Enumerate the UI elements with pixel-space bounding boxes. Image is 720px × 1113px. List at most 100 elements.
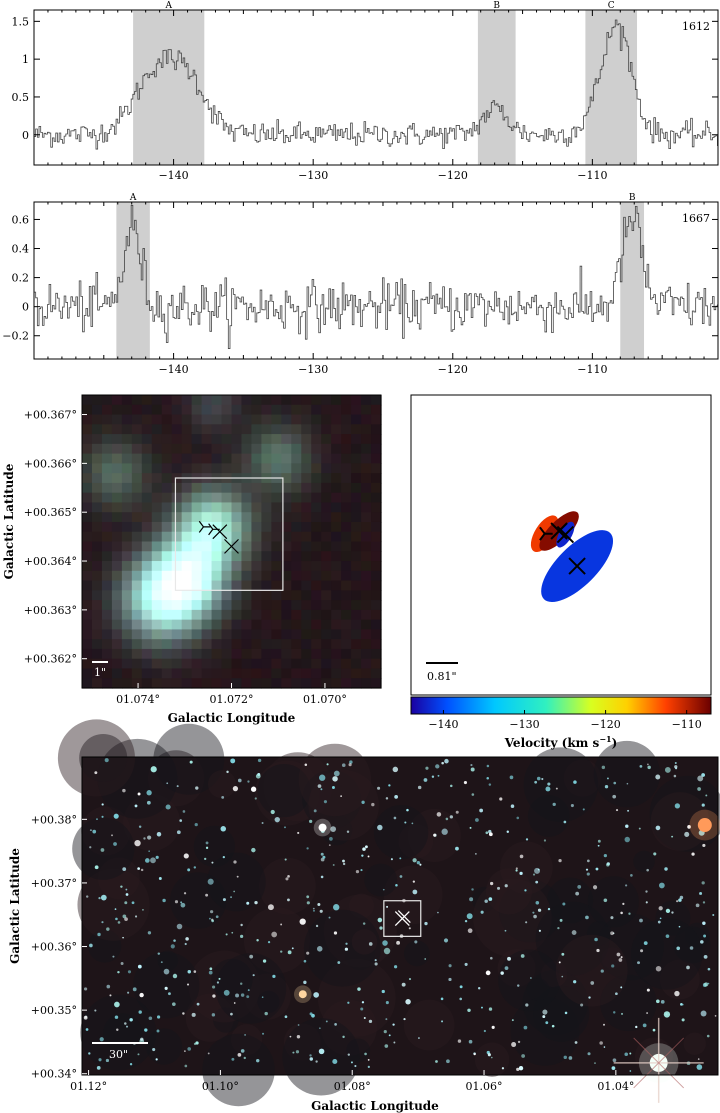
background-star: [435, 764, 440, 769]
background-star: [470, 767, 475, 772]
image-pixel: [251, 561, 262, 572]
background-star: [292, 1051, 295, 1054]
background-mottle: [473, 878, 552, 958]
image-pixel: [191, 414, 203, 425]
image-pixel: [341, 561, 352, 572]
background-star: [613, 781, 617, 785]
background-star: [205, 893, 209, 897]
image-pixel: [331, 629, 342, 640]
image-pixel: [121, 443, 133, 455]
image-pixel: [171, 668, 183, 679]
image-pixel: [201, 678, 213, 689]
y-tick-label: 0.2: [12, 272, 30, 285]
image-pixel: [361, 658, 372, 670]
background-mottle: [97, 857, 140, 900]
image-pixel: [231, 551, 243, 562]
image-pixel: [291, 492, 302, 504]
image-pixel: [131, 443, 143, 455]
image-pixel: [191, 434, 203, 445]
background-star: [490, 1056, 493, 1059]
background-star: [558, 961, 561, 964]
image-pixel: [151, 424, 163, 435]
image-pixel: [121, 492, 133, 504]
image-pixel: [151, 482, 163, 494]
image-pixel: [82, 502, 93, 513]
image-pixel: [121, 404, 133, 416]
background-star: [176, 830, 181, 835]
transition-label: 1612: [682, 20, 710, 33]
image-pixel: [201, 395, 213, 406]
image-pixel: [351, 609, 362, 621]
background-star: [182, 810, 186, 813]
background-star: [563, 820, 567, 824]
background-star: [357, 987, 361, 991]
background-star: [360, 869, 363, 872]
background-star: [158, 877, 162, 880]
image-pixel: [231, 404, 243, 416]
background-star: [481, 1006, 483, 1009]
image-pixel: [101, 492, 113, 504]
image-pixel: [341, 658, 352, 670]
image-pixel: [181, 639, 193, 650]
background-star: [638, 827, 641, 830]
image-pixel: [131, 678, 143, 689]
image-pixel: [151, 512, 163, 523]
image-pixel: [371, 551, 382, 562]
image-pixel: [121, 561, 133, 572]
y-tick-label: +00.35°: [31, 1004, 77, 1017]
background-mottle: [185, 993, 234, 1042]
image-pixel: [351, 551, 362, 562]
background-star: [399, 857, 402, 860]
background-star: [414, 940, 418, 944]
image-pixel: [161, 561, 173, 572]
background-star: [385, 1001, 389, 1005]
background-star: [467, 1008, 471, 1013]
image-pixel: [241, 512, 253, 523]
image-pixel: [141, 658, 153, 670]
image-pixel: [281, 648, 292, 660]
image-pixel: [121, 570, 133, 582]
background-star: [488, 897, 493, 901]
background-star: [394, 965, 398, 969]
image-pixel: [261, 639, 272, 650]
image-pixel: [291, 453, 302, 464]
background-star: [585, 868, 589, 871]
background-star: [250, 786, 257, 792]
background-star: [524, 889, 527, 892]
image-pixel: [311, 502, 322, 513]
background-star: [143, 837, 146, 840]
image-pixel: [91, 482, 103, 494]
image-pixel: [91, 473, 103, 484]
background-star: [396, 940, 401, 945]
background-star: [195, 1041, 199, 1045]
image-pixel: [121, 619, 133, 630]
background-star: [497, 886, 501, 890]
background-star: [247, 780, 250, 783]
background-star: [656, 999, 660, 1004]
image-pixel: [291, 512, 302, 523]
image-pixel: [161, 668, 173, 679]
image-pixel: [91, 648, 103, 660]
image-pixel: [171, 434, 183, 445]
background-star: [83, 1015, 88, 1020]
image-pixel: [251, 463, 262, 474]
image-pixel: [281, 629, 292, 640]
image-pixel: [361, 590, 372, 601]
background-star: [361, 800, 365, 804]
background-star: [469, 897, 474, 902]
background-star: [347, 1001, 350, 1004]
image-pixel: [82, 668, 93, 679]
image-pixel: [261, 658, 272, 670]
background-star: [520, 954, 525, 958]
background-star: [575, 891, 580, 896]
image-pixel: [171, 580, 183, 591]
background-star: [182, 1012, 185, 1015]
background-star: [393, 816, 397, 820]
background-mottle: [88, 929, 122, 963]
image-pixel: [271, 580, 282, 591]
image-pixel: [111, 424, 123, 435]
background-star: [615, 992, 618, 996]
background-star: [388, 1034, 391, 1037]
background-star: [142, 908, 144, 911]
background-star: [191, 1012, 196, 1017]
